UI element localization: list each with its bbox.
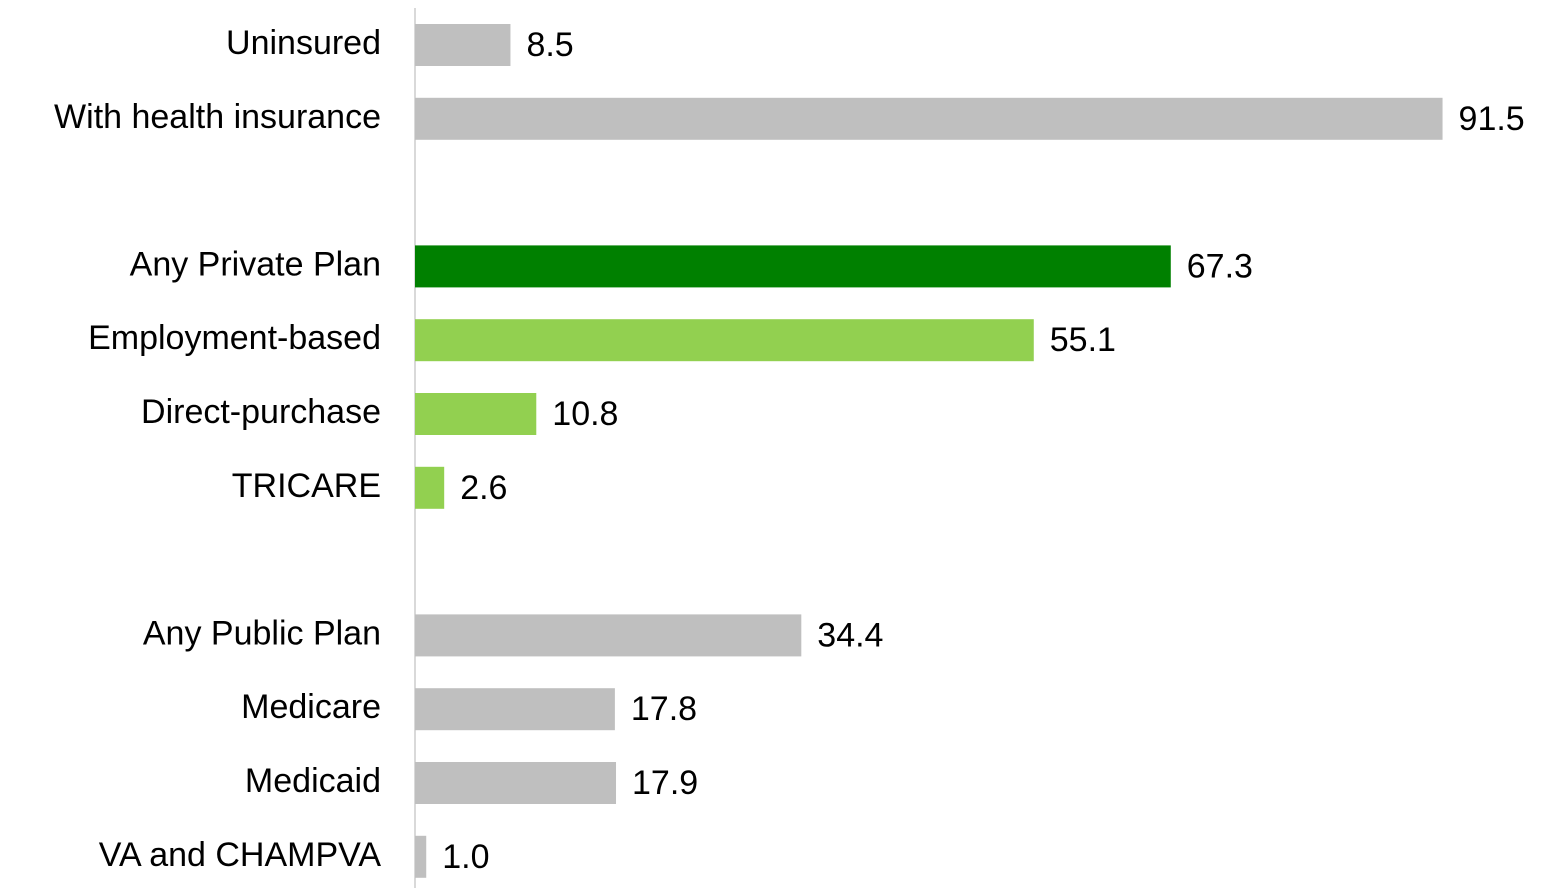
category-label: Any Public Plan bbox=[143, 614, 381, 652]
category-label: Medicaid bbox=[245, 762, 381, 800]
value-label: 1.0 bbox=[442, 838, 489, 876]
bar bbox=[415, 835, 427, 878]
category-label: With health insurance bbox=[54, 98, 381, 136]
value-label: 34.4 bbox=[817, 616, 883, 654]
bar bbox=[415, 319, 1034, 362]
bar bbox=[415, 762, 617, 804]
category-label: TRICARE bbox=[232, 467, 381, 505]
category-label: Employment-based bbox=[88, 319, 381, 357]
bar bbox=[415, 245, 1171, 288]
bar bbox=[415, 688, 615, 731]
bar bbox=[415, 614, 802, 657]
category-label: Medicare bbox=[241, 688, 381, 726]
category-label: VA and CHAMPVA bbox=[99, 836, 382, 874]
value-label: 17.8 bbox=[631, 690, 697, 728]
value-label: 8.5 bbox=[526, 26, 573, 64]
category-label: Any Private Plan bbox=[130, 245, 381, 283]
bar bbox=[415, 24, 511, 66]
value-label: 67.3 bbox=[1187, 247, 1253, 285]
value-label: 10.8 bbox=[552, 395, 618, 433]
value-label: 91.5 bbox=[1459, 100, 1525, 138]
bar bbox=[415, 466, 445, 509]
category-label: Uninsured bbox=[226, 24, 381, 62]
value-label: 17.9 bbox=[632, 764, 698, 802]
bar bbox=[415, 97, 1443, 140]
value-label: 2.6 bbox=[460, 469, 507, 507]
value-label: 55.1 bbox=[1050, 321, 1116, 359]
bar bbox=[415, 393, 537, 435]
category-label: Direct-purchase bbox=[141, 393, 381, 431]
